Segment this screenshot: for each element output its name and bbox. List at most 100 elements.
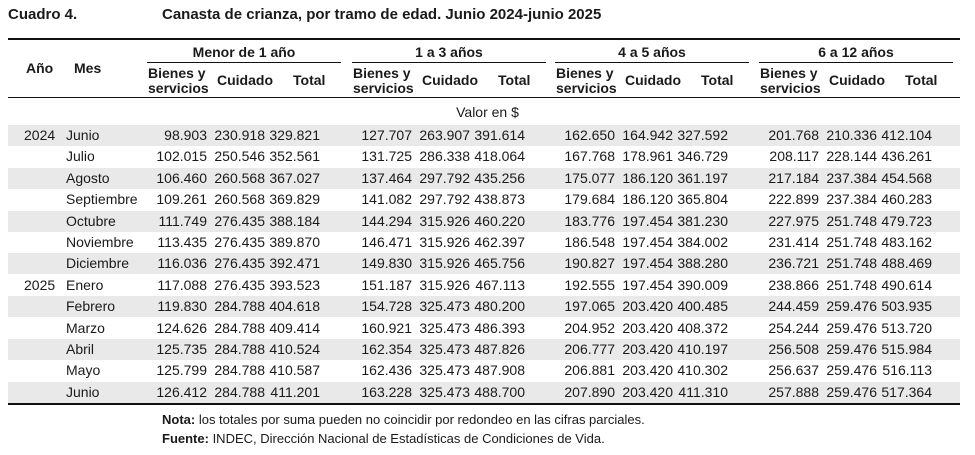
value-cell: 210.336: [826, 127, 877, 143]
value-cell: 352.561: [269, 148, 320, 165]
value-cell: 263.907: [419, 127, 470, 143]
value-cell: 231.414: [768, 234, 819, 250]
total-header: Total: [498, 72, 531, 88]
source-text: INDEC, Dirección Nacional de Estadística…: [208, 431, 605, 446]
value-cell: 515.984: [881, 341, 932, 357]
value-cell: 404.618: [269, 298, 320, 315]
value-cell: 102.015: [156, 148, 207, 165]
value-cell: 167.768: [564, 148, 615, 165]
month-cell: Mayo: [66, 362, 101, 379]
value-cell: 141.082: [361, 191, 412, 208]
note-text: los totales por suma pueden no coincidir…: [195, 412, 645, 427]
month-cell: Enero: [66, 276, 104, 293]
bienes-servicios-header: Bienes y servicios: [760, 65, 821, 96]
value-cell: 517.364: [881, 383, 932, 400]
month-header: Mes: [74, 60, 102, 76]
cuidado-header: Cuidado: [625, 72, 681, 88]
value-cell: 411.201: [270, 383, 320, 400]
value-cell: 190.827: [564, 255, 615, 272]
value-cell: 460.283: [881, 191, 932, 208]
value-cell: 410.587: [269, 362, 320, 379]
value-cell: 329.821: [269, 127, 320, 143]
value-cell: 230.918: [214, 127, 265, 143]
value-cell: 361.197: [677, 169, 728, 186]
value-cell: 284.788: [214, 362, 265, 379]
value-cell: 467.113: [475, 276, 525, 293]
value-cell: 436.261: [881, 148, 932, 165]
table-title: Canasta de crianza, por tramo de edad. J…: [162, 6, 602, 23]
value-cell: 251.748: [826, 212, 877, 229]
value-cell: 162.354: [361, 341, 412, 357]
value-cell: 251.748: [826, 276, 877, 293]
value-cell: 325.473: [419, 362, 470, 379]
value-cell: 487.826: [474, 341, 525, 357]
value-cell: 151.187: [361, 276, 412, 293]
value-cell: 208.117: [769, 148, 819, 165]
value-cell: 286.338: [419, 148, 470, 165]
value-cell: 144.294: [361, 212, 412, 229]
value-cell: 438.873: [474, 191, 525, 208]
table-row: 2025 Enero 117.088 276.435 393.523 151.187 315…: [8, 275, 960, 296]
value-cell: 454.568: [881, 169, 932, 186]
value-cell: 516.113: [882, 362, 932, 379]
table-label: Cuadro 4.: [8, 6, 78, 23]
value-cell: 204.952: [564, 319, 615, 336]
month-cell: Diciembre: [66, 255, 130, 272]
month-cell: Abril: [66, 341, 95, 357]
value-cell: 490.614: [881, 276, 932, 293]
total-header: Total: [701, 72, 734, 88]
value-cell: 412.104: [881, 127, 932, 143]
value-cell: 257.888: [768, 383, 819, 400]
value-cell: 388.280: [677, 255, 728, 272]
value-cell: 393.523: [269, 276, 320, 293]
month-cell: Agosto: [66, 169, 110, 186]
value-cell: 513.720: [881, 319, 932, 336]
value-cell: 228.144: [826, 148, 877, 165]
value-cell: 297.792: [419, 169, 470, 186]
value-cell: 259.476: [826, 298, 877, 315]
source-line: Fuente: INDEC, Dirección Nacional de Est…: [162, 431, 605, 446]
value-cell: 391.614: [474, 127, 525, 143]
month-cell: Marzo: [66, 319, 105, 336]
value-cell: 237.384: [826, 191, 877, 208]
table-row: Agosto 106.460 260.568 367.027 137.464 297.79…: [8, 167, 960, 189]
total-header: Total: [293, 72, 326, 88]
table-row: Noviembre 113.435 276.435 389.870 146.471 315…: [8, 232, 960, 253]
month-cell: Septiembre: [66, 191, 138, 208]
value-cell: 392.471: [269, 255, 320, 272]
value-cell: 98.903: [164, 127, 207, 143]
value-cell: 315.926: [419, 234, 470, 250]
total-header: Total: [905, 72, 938, 88]
value-cell: 256.508: [768, 341, 819, 357]
value-cell: 256.637: [768, 362, 819, 379]
month-cell: Febrero: [66, 298, 116, 315]
value-cell: 411.310: [678, 383, 728, 400]
value-cell: 154.728: [361, 298, 412, 315]
value-cell: 197.065: [564, 298, 615, 315]
value-cell: 160.921: [361, 319, 412, 336]
value-cell: 384.002: [677, 234, 728, 250]
value-cell: 113.435: [157, 234, 207, 250]
note-label: Nota:: [162, 412, 196, 427]
group-underline: [147, 62, 341, 63]
month-cell: Noviembre: [66, 234, 134, 250]
value-cell: 203.420: [622, 383, 673, 400]
value-cell: 197.454: [622, 234, 673, 250]
table-row: Marzo 124.626 284.788 409.414 160.921 325.473…: [8, 318, 960, 339]
table-row: Diciembre 116.036 276.435 392.471 149.830 315…: [8, 253, 960, 275]
value-cell: 179.684: [564, 191, 615, 208]
year-cell: 2024: [24, 127, 56, 143]
value-cell: 480.200: [474, 298, 525, 315]
value-cell: 183.776: [564, 212, 615, 229]
value-cell: 390.009: [677, 276, 728, 293]
value-cell: 116.036: [157, 255, 207, 272]
value-cell: 409.414: [269, 319, 320, 336]
value-cell: 315.926: [419, 255, 470, 272]
value-cell: 486.393: [474, 319, 525, 336]
table-row: Septiembre 109.261 260.568 369.829 141.082 29…: [8, 189, 960, 210]
value-cell: 276.435: [214, 212, 265, 229]
value-cell: 410.524: [269, 341, 320, 357]
value-cell: 206.777: [564, 341, 615, 357]
month-cell: Octubre: [66, 212, 116, 229]
value-cell: 460.220: [474, 212, 525, 229]
